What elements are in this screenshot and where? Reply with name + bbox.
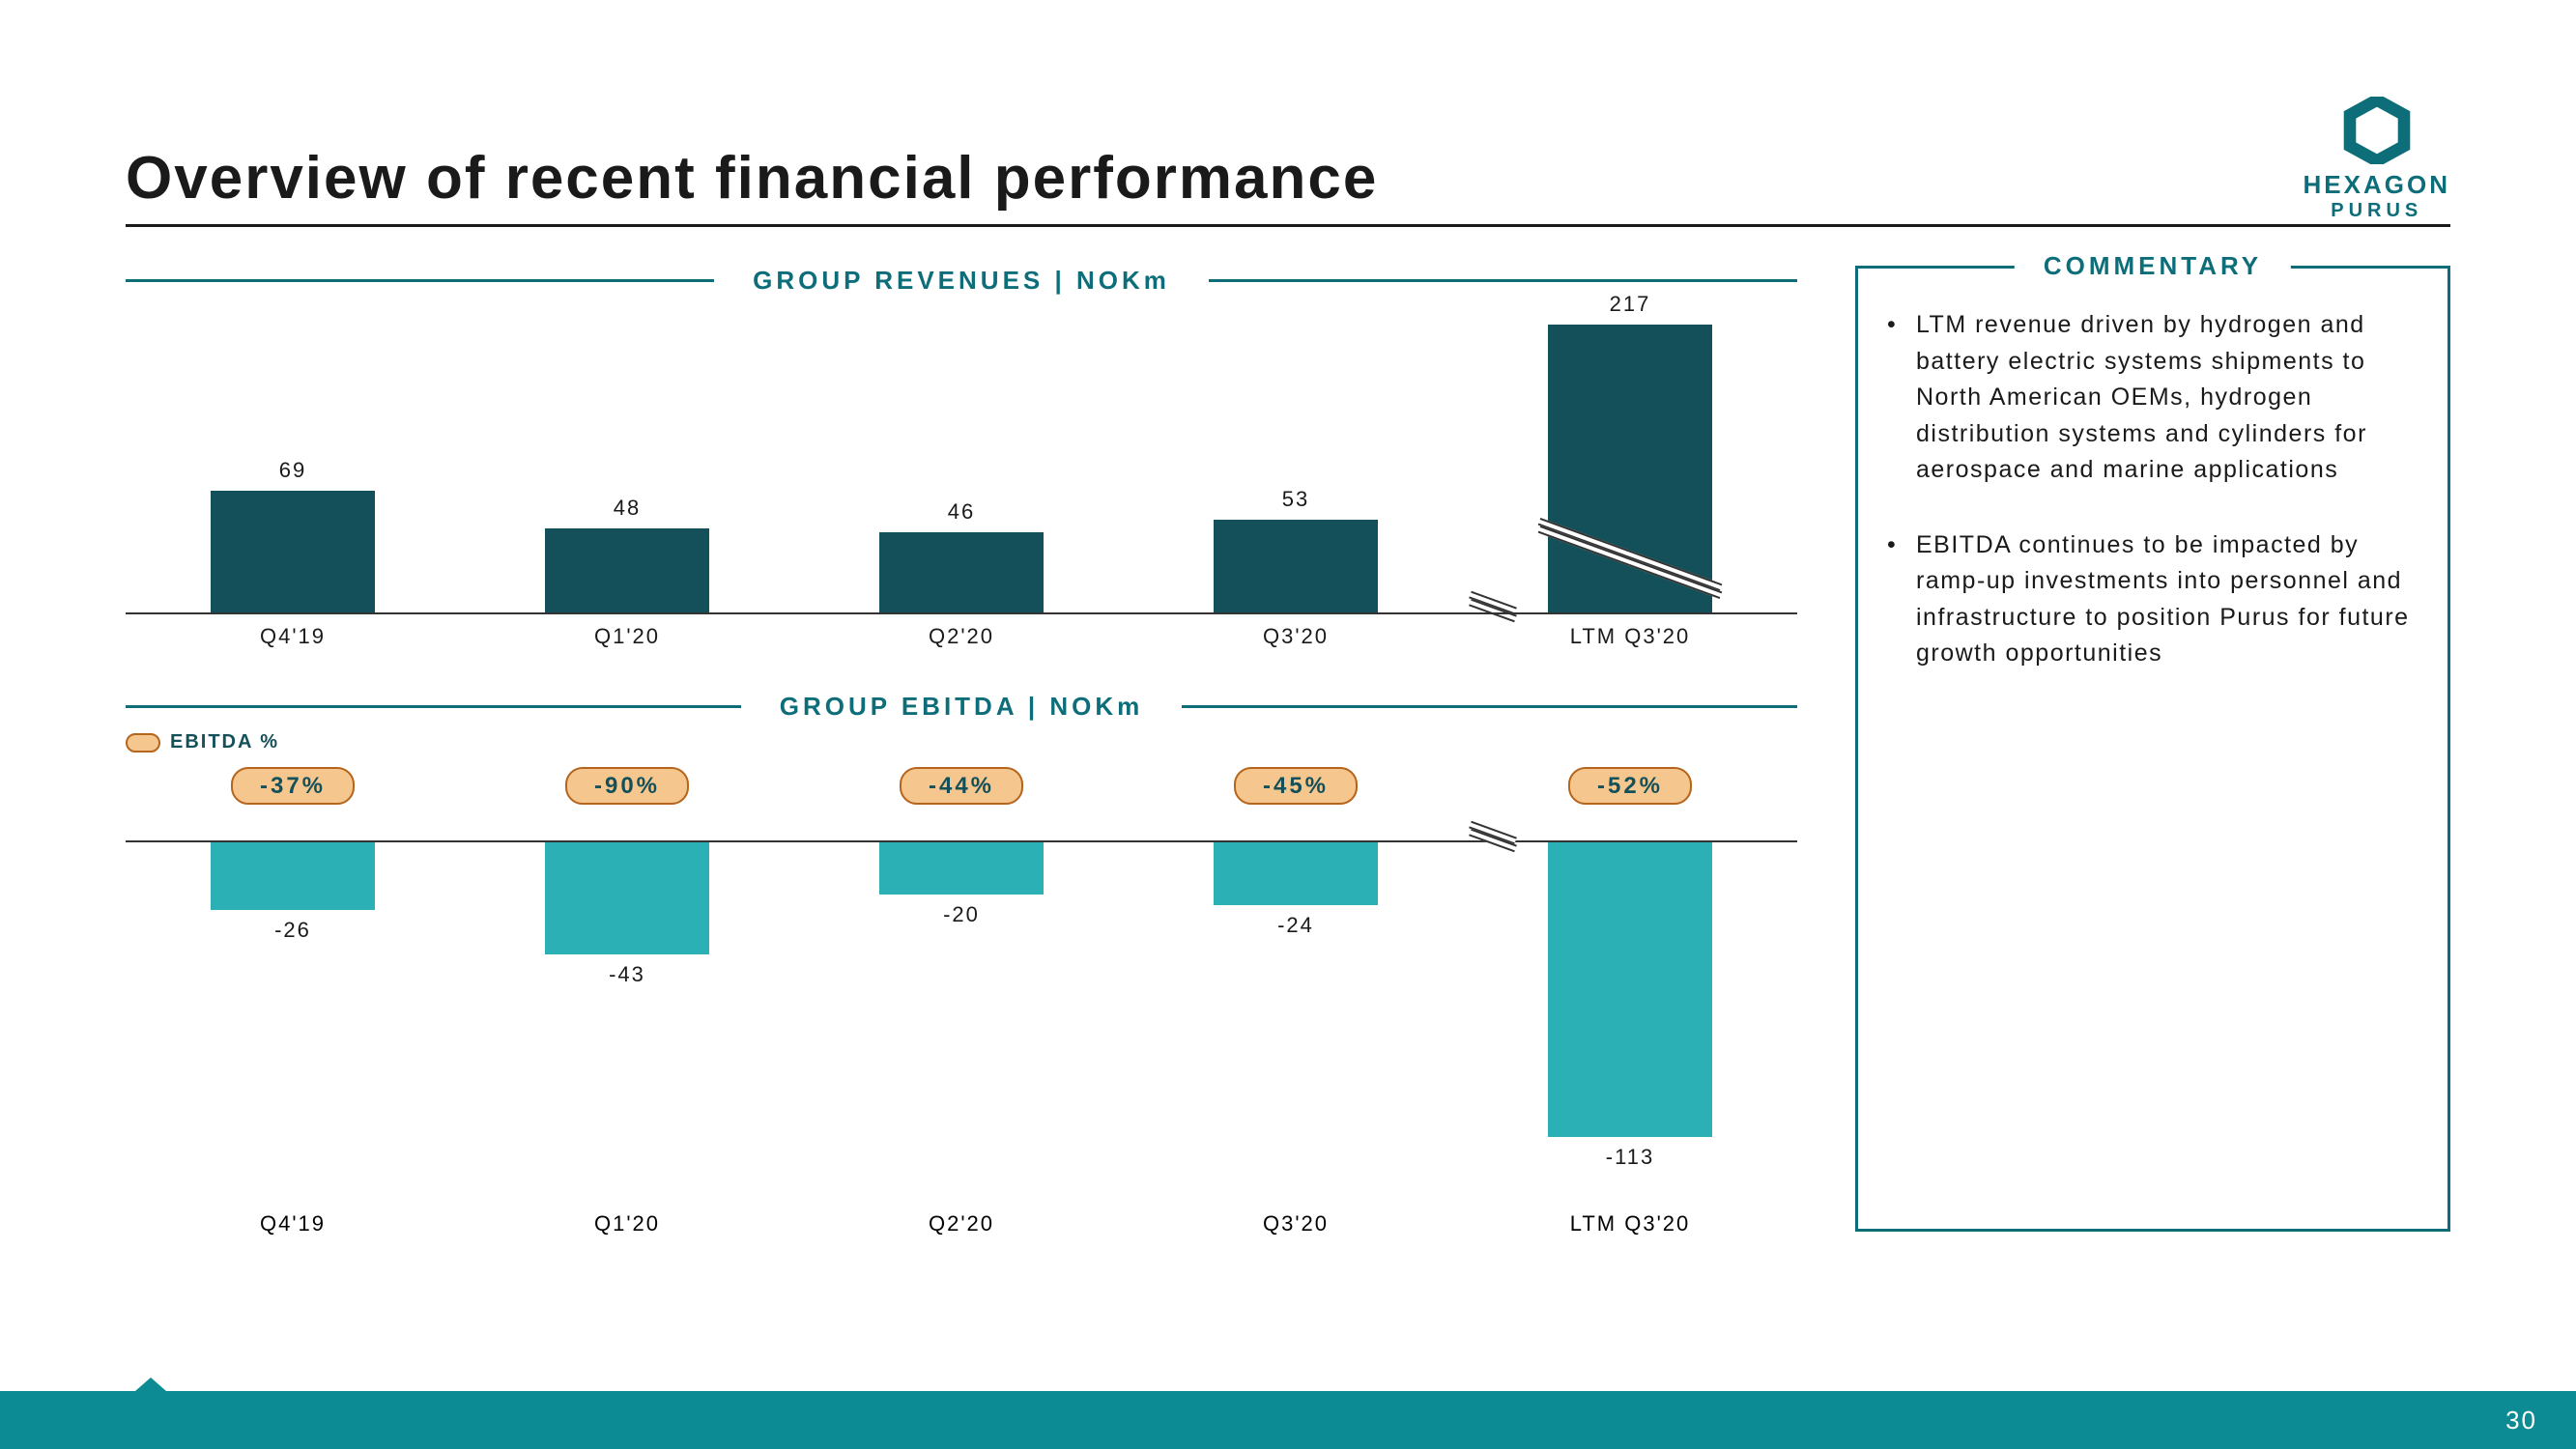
- revenue-value: 53: [1282, 487, 1309, 512]
- logo-text-sub: PURUS: [2331, 200, 2422, 222]
- revenue-bar: [211, 491, 375, 614]
- page-number: 30: [2505, 1406, 2537, 1435]
- ebitda-percent-badge: -37%: [231, 767, 355, 805]
- revenue-bar-group: 53Q3'20: [1199, 487, 1392, 614]
- revenue-value: 48: [614, 496, 641, 521]
- revenue-value: 217: [1610, 292, 1651, 317]
- revenue-category: Q3'20: [1263, 624, 1329, 649]
- header-line-left: [126, 279, 714, 282]
- charts-area: GROUP REVENUES | NOKm 69Q4'1948Q1'2046Q2…: [126, 266, 1797, 1275]
- revenue-bar-group: 69Q4'19: [196, 458, 389, 614]
- ebitda-title: GROUP EBITDA | NOKm: [741, 692, 1183, 722]
- ebitda-value: -26: [274, 918, 311, 943]
- revenue-chart: 69Q4'1948Q1'2046Q2'2053Q3'20217LTM Q3'20: [126, 325, 1797, 653]
- ebitda-bar-group: -26: [196, 842, 389, 943]
- revenue-category: LTM Q3'20: [1570, 624, 1691, 649]
- axis-break-icon: [1469, 829, 1517, 858]
- revenue-bar-group: 48Q1'20: [530, 496, 724, 614]
- header-line-right: [1182, 705, 1797, 708]
- ebitda-section: GROUP EBITDA | NOKm EBITDA % -37% -90% -44…: [126, 692, 1797, 1236]
- ebitda-bar-group: -24: [1199, 842, 1392, 938]
- ebitda-category: LTM Q3'20: [1533, 1211, 1727, 1236]
- revenue-bar-group: 46Q2'20: [865, 499, 1058, 614]
- ebitda-bar: [211, 842, 375, 910]
- revenue-bar-group: 217LTM Q3'20: [1533, 292, 1727, 614]
- ebitda-category: Q3'20: [1199, 1211, 1392, 1236]
- commentary-area: COMMENTARY LTM revenue driven by hydroge…: [1855, 266, 2450, 1275]
- logo: HEXAGON PURUS: [2304, 97, 2450, 222]
- ebitda-badge-wrap: -45%: [1199, 773, 1392, 800]
- ebitda-chart: -37% -90% -44% -45% -52% -26 -43 -20 -24 -113 Q4…: [126, 773, 1797, 1236]
- logo-text-main: HEXAGON: [2304, 170, 2450, 200]
- page-title: Overview of recent financial performance: [126, 144, 1378, 213]
- ebitda-bar: [1214, 842, 1378, 905]
- commentary-title: COMMENTARY: [2044, 251, 2262, 281]
- revenue-category: Q4'19: [260, 624, 326, 649]
- ebitda-category: Q2'20: [865, 1211, 1058, 1236]
- ebitda-bar: [545, 842, 709, 954]
- content: GROUP REVENUES | NOKm 69Q4'1948Q1'2046Q2…: [126, 266, 2450, 1275]
- revenue-bar: [1548, 325, 1712, 614]
- revenue-bar: [545, 528, 709, 614]
- ebitda-value: -24: [1277, 913, 1314, 938]
- ebitda-category: Q1'20: [530, 1211, 724, 1236]
- revenue-category: Q2'20: [929, 624, 994, 649]
- legend-text: EBITDA %: [170, 731, 279, 753]
- ebitda-bar: [1548, 842, 1712, 1137]
- ebitda-bar-group: -113: [1533, 842, 1727, 1170]
- revenue-bar: [1214, 520, 1378, 614]
- commentary-item: EBITDA continues to be impacted by ramp-…: [1887, 527, 2419, 672]
- axis-break-icon: [1548, 551, 1596, 580]
- hexagon-icon: [2343, 97, 2411, 164]
- revenue-category: Q1'20: [594, 624, 660, 649]
- ebitda-bars: -26 -43 -20 -24 -113: [126, 842, 1797, 1170]
- ebitda-bar: [879, 842, 1044, 895]
- ebitda-badge-wrap: -37%: [196, 773, 389, 800]
- footer-bar: 30: [0, 1391, 2576, 1449]
- ebitda-badge-wrap: -52%: [1533, 773, 1727, 800]
- ebitda-badges: -37% -90% -44% -45% -52%: [126, 773, 1797, 800]
- revenue-section: GROUP REVENUES | NOKm 69Q4'1948Q1'2046Q2…: [126, 266, 1797, 653]
- ebitda-categories: Q4'19 Q1'20 Q2'20 Q3'20 LTM Q3'20: [126, 1211, 1797, 1236]
- revenue-value: 46: [948, 499, 975, 525]
- ebitda-category: Q4'19: [196, 1211, 389, 1236]
- revenue-baseline: [126, 612, 1797, 614]
- footer-notch-icon: [135, 1378, 166, 1391]
- ebitda-value: -20: [943, 902, 980, 927]
- ebitda-badge-wrap: -44%: [865, 773, 1058, 800]
- commentary-list: LTM revenue driven by hydrogen and batte…: [1887, 307, 2419, 672]
- commentary-item: LTM revenue driven by hydrogen and batte…: [1887, 307, 2419, 489]
- revenue-bar: [879, 532, 1044, 614]
- commentary-box: COMMENTARY LTM revenue driven by hydroge…: [1855, 266, 2450, 1232]
- revenue-bars: 69Q4'19 48Q1'20 46Q2'20 53Q3'20 217LTM Q3'20: [126, 292, 1797, 614]
- slide: Overview of recent financial performance…: [0, 0, 2576, 1449]
- ebitda-badge-wrap: -90%: [530, 773, 724, 800]
- ebitda-percent-badge: -52%: [1568, 767, 1692, 805]
- ebitda-percent-badge: -44%: [900, 767, 1023, 805]
- ebitda-header: GROUP EBITDA | NOKm: [126, 692, 1797, 722]
- ebitda-percent-badge: -90%: [565, 767, 689, 805]
- legend-badge-icon: [126, 733, 160, 753]
- revenue-value: 69: [279, 458, 306, 483]
- ebitda-legend: EBITDA %: [126, 731, 1797, 753]
- ebitda-bar-group: -20: [865, 842, 1058, 927]
- ebitda-bar-group: -43: [530, 842, 724, 987]
- header-line-left: [126, 705, 741, 708]
- ebitda-percent-badge: -45%: [1234, 767, 1358, 805]
- ebitda-value: -113: [1606, 1145, 1654, 1170]
- commentary-title-wrap: COMMENTARY: [2015, 251, 2291, 281]
- header: Overview of recent financial performance…: [126, 97, 2450, 227]
- ebitda-value: -43: [609, 962, 645, 987]
- header-line-right: [1209, 279, 1797, 282]
